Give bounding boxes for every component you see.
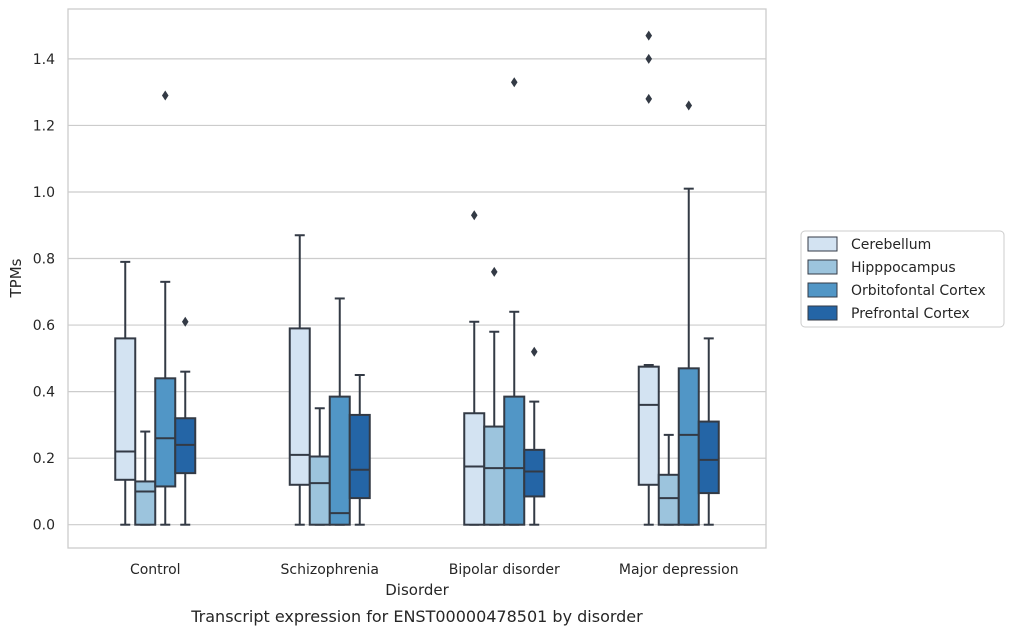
- box-iqr: [134, 480, 157, 526]
- x-tick-label: Major depression: [619, 562, 739, 578]
- x-tick-label: Control: [130, 562, 181, 578]
- y-tick-label: 0.8: [33, 252, 55, 268]
- legend-swatch: [807, 236, 838, 252]
- box-iqr: [483, 425, 506, 526]
- y-tick-label: 1.0: [33, 185, 55, 201]
- x-tick-labels: Control Schizophrenia Bipolar disorder Majo…: [130, 562, 739, 578]
- box-2-3: [523, 346, 546, 526]
- outlier-point: [510, 77, 518, 88]
- box-1-0: [288, 234, 311, 526]
- legend-label: Orbitofontal Cortex: [851, 283, 986, 299]
- outlier-point: [161, 90, 169, 101]
- outlier-point: [181, 316, 189, 327]
- box-iqr: [657, 473, 680, 526]
- plot-frame: [67, 8, 767, 549]
- box-3-0: [637, 30, 660, 526]
- box-iqr: [288, 327, 311, 486]
- box-iqr: [154, 377, 177, 488]
- y-tick-label: 0.2: [33, 451, 55, 467]
- box-0-2: [154, 90, 177, 526]
- legend-label: Hipppocampus: [851, 260, 956, 276]
- box-0-3: [174, 316, 197, 526]
- box-groups: [114, 30, 720, 526]
- y-axis-title: TPMs: [7, 258, 25, 298]
- legend-swatch: [807, 305, 838, 321]
- box-3-1: [657, 433, 680, 526]
- box-iqr: [523, 448, 546, 498]
- box-iqr: [637, 365, 660, 486]
- box-iqr: [328, 395, 351, 526]
- legend-item: Orbitofontal Cortex: [807, 282, 986, 299]
- box-iqr: [114, 337, 137, 481]
- legend: Cerebellum Hipppocampus Orbitofontal Corte…: [800, 230, 1005, 328]
- box-3-3: [697, 337, 720, 526]
- box-1-2: [328, 297, 351, 526]
- box-iqr: [463, 412, 486, 526]
- box-3-2: [677, 100, 700, 526]
- legend-item: Prefrontal Cortex: [807, 305, 970, 322]
- legend-swatch: [807, 259, 838, 275]
- y-tick-label: 0.4: [33, 385, 55, 401]
- y-tick-label: 1.4: [33, 52, 55, 68]
- outlier-point: [470, 210, 478, 221]
- legend-frame: [800, 230, 1005, 328]
- box-0-1: [134, 430, 157, 526]
- x-tick-label: Bipolar disorder: [449, 562, 560, 578]
- x-axis-title: Disorder: [385, 581, 449, 599]
- y-tick-label: 0.6: [33, 318, 55, 334]
- box-2-1: [483, 266, 506, 526]
- legend-swatch: [807, 282, 838, 298]
- chart-caption: Transcript expression for ENST0000047850…: [190, 607, 643, 626]
- box-2-0: [463, 210, 486, 526]
- legend-label: Cerebellum: [851, 237, 931, 253]
- legend-item: Hipppocampus: [807, 259, 956, 276]
- outlier-point: [645, 53, 653, 64]
- y-tick-label: 1.2: [33, 118, 55, 134]
- legend-label: Prefrontal Cortex: [851, 306, 970, 322]
- box-iqr: [697, 420, 720, 495]
- outlier-point: [645, 30, 653, 41]
- y-tick-labels: 0.0 0.2 0.4 0.6 0.8 1.0 1.2 1.4: [33, 52, 55, 534]
- outlier-point: [490, 266, 498, 277]
- outlier-point: [645, 93, 653, 104]
- box-2-2: [503, 77, 526, 526]
- box-0-0: [114, 260, 137, 526]
- outlier-point: [685, 100, 693, 111]
- box-iqr: [677, 367, 700, 526]
- box-iqr: [308, 455, 331, 526]
- box-1-3: [348, 373, 371, 526]
- legend-item: Cerebellum: [807, 236, 931, 253]
- box-iqr: [503, 395, 526, 526]
- y-tick-label: 0.0: [33, 518, 55, 534]
- x-tick-label: Schizophrenia: [281, 562, 379, 578]
- outlier-point: [530, 346, 538, 357]
- box-iqr: [348, 413, 371, 500]
- box-1-1: [308, 407, 331, 526]
